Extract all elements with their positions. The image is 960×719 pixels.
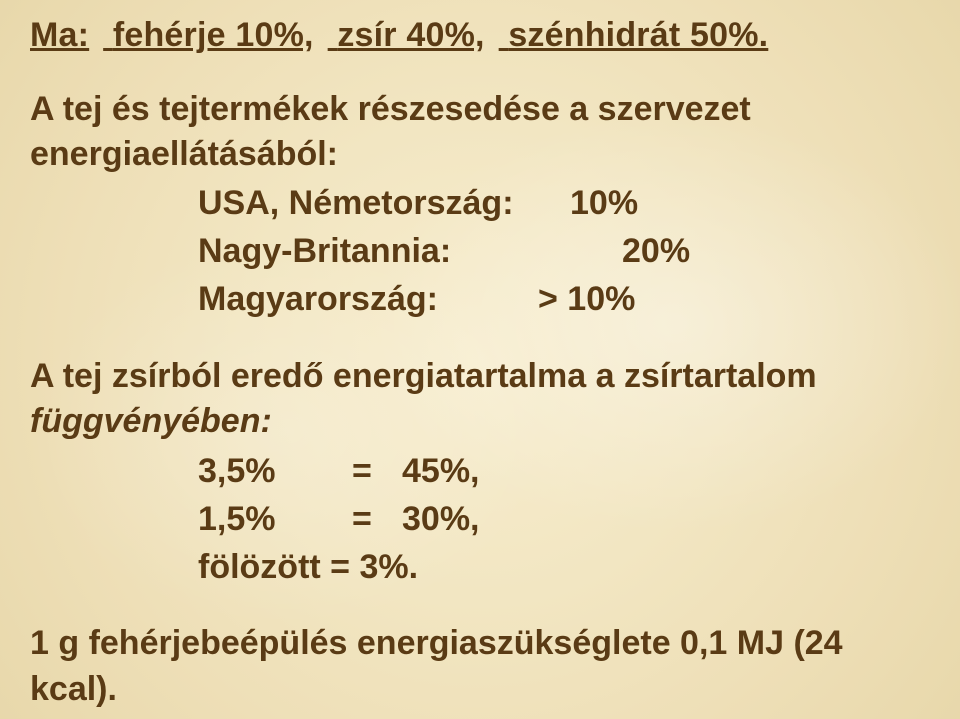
row-eq: = <box>352 495 402 543</box>
row-label: 3,5% <box>30 447 352 495</box>
list-item: Magyarország: > 10% <box>30 275 936 323</box>
title-seg1: Ma: <box>30 16 89 54</box>
list-item: 1,5% = 30%, <box>30 495 936 543</box>
list-item: USA, Németország: 10% <box>30 179 936 227</box>
row-value: > 10% <box>538 275 635 323</box>
section2-list: 3,5% = 45%, 1,5% = 30%, fölözött = 3%. <box>30 447 936 592</box>
section1-list: USA, Németország: 10% Nagy-Britannia: 20… <box>30 179 936 324</box>
row-label: USA, Németország: <box>30 179 570 227</box>
row-value: 30%, <box>402 495 480 543</box>
title-seg3: zsír 40%, <box>337 16 484 54</box>
slide-content: Ma: fehérje 10%, zsír 40%, szénhidrát 50… <box>0 0 960 719</box>
section2-lead-prefix: A tej zsírból eredő energiatartalma a zs… <box>30 357 817 395</box>
list-item: 3,5% = 45%, <box>30 447 936 495</box>
slide-title: Ma: fehérje 10%, zsír 40%, szénhidrát 50… <box>30 16 936 55</box>
row-label: Nagy-Britannia: <box>30 227 570 275</box>
row-eq: = <box>352 447 402 495</box>
section1-lead: A tej és tejtermékek részesedése a szerv… <box>30 87 936 177</box>
row-label: 1,5% <box>30 495 352 543</box>
title-seg4: szénhidrát 50%. <box>508 16 768 54</box>
row-value: 20% <box>570 227 690 275</box>
list-item: fölözött = 3%. <box>30 543 936 591</box>
list-item: Nagy-Britannia: 20% <box>30 227 936 275</box>
row-value: 10% <box>570 179 638 227</box>
section2-lead: A tej zsírból eredő energiatartalma a zs… <box>30 354 936 445</box>
row-last: fölözött = 3%. <box>30 543 418 591</box>
section2-lead-italic: függvényében: <box>30 402 272 440</box>
row-value: 45%, <box>402 447 480 495</box>
footer-text: 1 g fehérjebeépülés energiaszükséglete 0… <box>30 621 936 712</box>
row-label: Magyarország: <box>30 275 538 323</box>
title-seg2: fehérje 10%, <box>113 16 314 54</box>
